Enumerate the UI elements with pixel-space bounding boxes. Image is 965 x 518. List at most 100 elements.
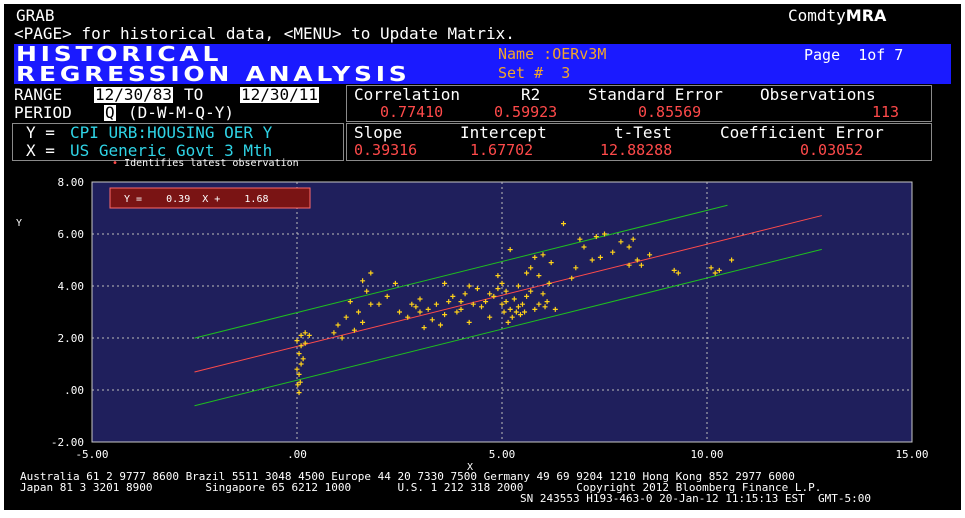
data-point — [295, 382, 301, 388]
data-point — [384, 293, 390, 299]
stats-box-bottom — [346, 123, 932, 161]
data-point — [708, 265, 714, 271]
x-variable[interactable]: US Generic Govt 3 Mth — [70, 141, 273, 160]
data-point — [298, 343, 304, 349]
data-point — [630, 236, 636, 242]
data-point — [528, 288, 534, 294]
range-from-input[interactable]: 12/30/83 — [94, 85, 174, 104]
data-point — [569, 275, 575, 281]
slope-value: 0.39316 — [354, 141, 418, 159]
data-point — [356, 309, 361, 315]
data-point — [501, 309, 507, 315]
data-point — [495, 273, 501, 279]
title-line-1: HISTORICAL — [16, 42, 223, 66]
r2-value: 0.59923 — [494, 103, 558, 121]
data-point — [593, 234, 599, 240]
data-point — [360, 278, 366, 284]
app-name-bold: MRA — [845, 6, 887, 25]
data-point — [433, 301, 439, 307]
data-point — [483, 299, 489, 305]
data-point — [618, 239, 624, 245]
data-point — [442, 312, 448, 318]
y-label: Y = — [26, 123, 55, 142]
y-variable[interactable]: CPI URB:HOUSING OER Y — [70, 123, 273, 142]
data-point — [296, 351, 302, 357]
data-point — [634, 257, 640, 263]
data-point — [671, 267, 677, 273]
intercept-label: Intercept — [460, 123, 547, 142]
data-point — [509, 314, 515, 320]
data-point — [520, 301, 525, 307]
y-tick-label: 8.00 — [58, 176, 85, 189]
data-point — [298, 361, 304, 367]
data-point — [413, 304, 419, 310]
data-point — [561, 221, 566, 227]
data-point — [454, 309, 460, 315]
grab-label[interactable]: GRAB — [16, 6, 55, 25]
data-point — [425, 306, 431, 312]
data-point — [532, 254, 538, 260]
data-point — [524, 293, 530, 299]
data-point — [417, 309, 423, 315]
data-point — [421, 325, 427, 331]
data-point — [712, 270, 718, 276]
name-value[interactable]: OERv3M — [552, 45, 607, 63]
data-point — [339, 335, 345, 341]
data-point — [351, 327, 357, 333]
data-point — [729, 257, 735, 263]
observations-label: Observations — [760, 85, 876, 104]
data-point — [417, 296, 423, 302]
data-point — [716, 267, 722, 273]
data-point — [442, 280, 448, 286]
data-point — [536, 301, 542, 307]
data-point — [675, 270, 681, 276]
data-point — [507, 247, 513, 253]
app-name-prefix: Comdty — [788, 6, 846, 25]
data-point — [376, 301, 382, 307]
data-point — [409, 301, 415, 307]
name-label: Name : — [498, 45, 553, 63]
data-point — [466, 319, 472, 325]
terminal-screen: GRAB ComdtyMRA <PAGE> for historical dat… — [4, 4, 961, 510]
data-point — [450, 293, 456, 299]
coef-error-value: 0.03052 — [800, 141, 864, 159]
slope-label: Slope — [354, 123, 403, 142]
latest-observation-marker: • — [112, 158, 119, 169]
data-point — [294, 338, 300, 344]
y-tick-label: 4.00 — [58, 280, 85, 293]
data-point — [499, 301, 505, 307]
y-tick-label: 2.00 — [58, 332, 85, 345]
period-input[interactable]: Q — [104, 103, 116, 122]
std-error-label: Standard Error — [588, 85, 723, 104]
data-point — [306, 332, 312, 338]
data-point — [513, 309, 519, 315]
data-point — [479, 304, 484, 310]
equation-label: Y = 0.39 X + 1.68 — [124, 194, 269, 205]
data-point — [470, 301, 476, 307]
data-point — [626, 262, 632, 268]
data-point — [589, 257, 595, 263]
coef-error-label: Coefficient Error — [720, 123, 884, 142]
data-point — [360, 319, 366, 325]
data-point — [528, 265, 534, 271]
data-point — [331, 330, 337, 336]
data-point — [368, 301, 374, 307]
data-point — [542, 304, 548, 310]
data-point — [499, 280, 505, 286]
range-to-input[interactable]: 12/30/11 — [240, 85, 320, 104]
data-point — [368, 270, 374, 276]
data-point — [458, 299, 464, 305]
data-point — [638, 262, 644, 268]
data-point — [302, 330, 308, 336]
observations-value: 113 — [872, 103, 900, 121]
set-field: Set # 3 — [498, 66, 570, 81]
ttest-label: t-Test — [614, 123, 672, 142]
correlation-label: Correlation — [354, 85, 460, 104]
data-point — [507, 306, 513, 312]
data-point — [347, 299, 353, 305]
set-value[interactable]: 3 — [561, 64, 571, 82]
x-tick-label: 10.00 — [690, 448, 723, 461]
data-point — [540, 252, 546, 258]
name-field: Name :OERv3M — [498, 47, 606, 62]
footer-line-3: SN 243553 H193-463-0 20-Jan-12 11:15:13 … — [520, 492, 871, 505]
